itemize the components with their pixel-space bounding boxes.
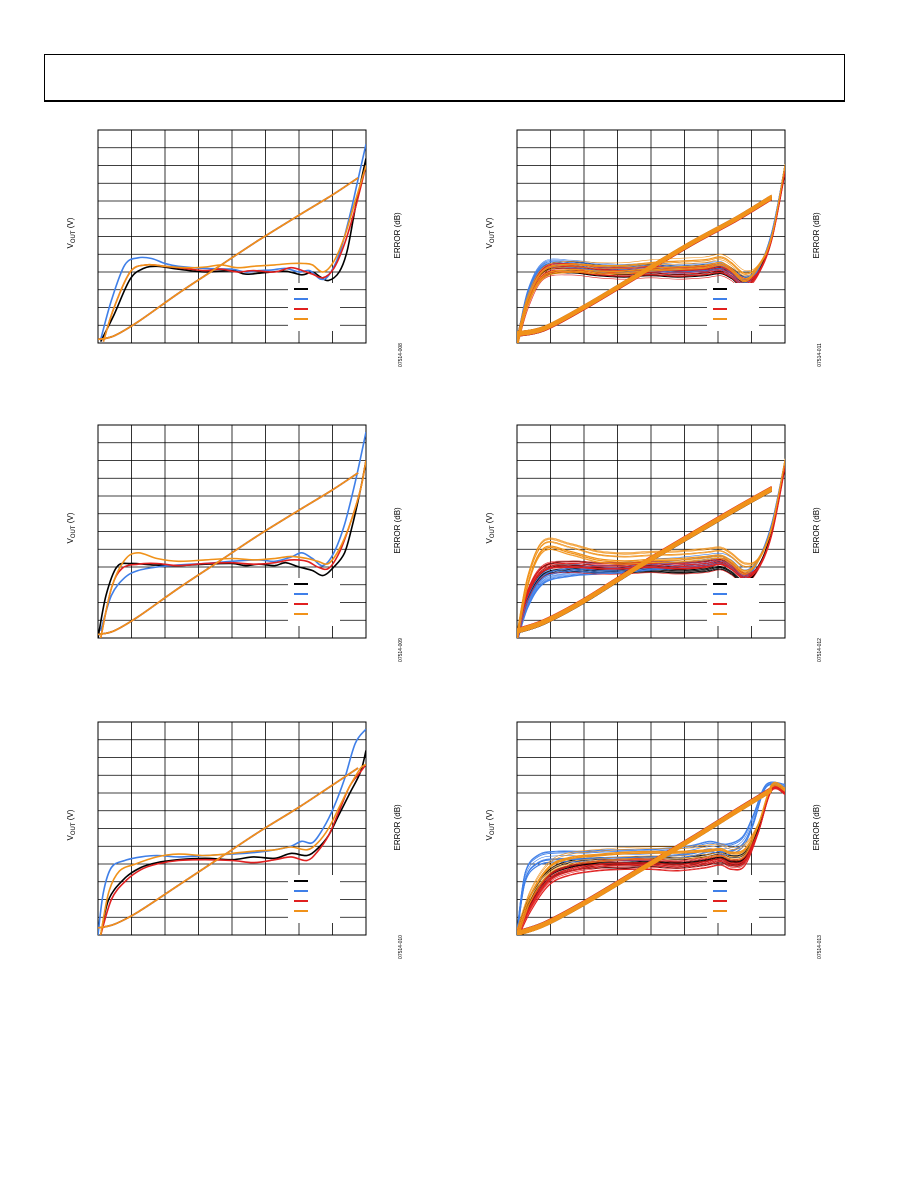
error-line-4 — [517, 461, 785, 638]
error-line-4 — [517, 164, 785, 342]
error-line-1 — [98, 460, 366, 638]
error-line-3 — [517, 172, 785, 343]
error-line-4 — [518, 167, 785, 343]
vout-line-4 — [98, 472, 359, 636]
vout-line-4 — [517, 489, 772, 634]
error-line-3 — [517, 467, 785, 638]
error-line-4 — [517, 783, 785, 934]
chart-panel-1: VOUT (V) ERROR (dB) 07514-008 — [66, 129, 404, 367]
error-line-3 — [517, 466, 785, 635]
error-line-4 — [517, 458, 785, 634]
y-axis-label-left: VOUT (V) — [485, 512, 496, 543]
error-line-3 — [517, 466, 785, 634]
y-axis-label-left: VOUT (V) — [485, 809, 496, 840]
error-line-3 — [517, 786, 785, 934]
legend-box — [288, 578, 340, 626]
figure-id: 07514-008 — [398, 343, 404, 367]
error-line-4 — [517, 784, 785, 935]
figure-id: 07514-010 — [398, 935, 404, 959]
error-line-1 — [99, 750, 366, 935]
error-line-3 — [517, 172, 785, 343]
vout-line-4 — [517, 486, 772, 630]
y-axis-label-right: ERROR (dB) — [393, 804, 402, 851]
y-axis-label-left: VOUT (V) — [66, 217, 77, 248]
error-line-3 — [517, 787, 785, 935]
legend-box — [707, 283, 759, 331]
y-axis-label-right: ERROR (dB) — [812, 804, 821, 851]
series-group — [517, 458, 785, 638]
vout-line-4 — [98, 177, 359, 341]
error-line-3 — [517, 469, 785, 638]
series-group — [98, 431, 366, 638]
error-line-3 — [517, 466, 785, 637]
vout-line-4 — [517, 195, 772, 334]
y-axis-label-right: ERROR (dB) — [393, 212, 402, 259]
figure-id: 07514-013 — [817, 935, 823, 959]
error-line-4 — [517, 166, 785, 343]
error-line-3 — [517, 171, 785, 340]
error-line-4 — [517, 781, 785, 930]
error-line-1 — [99, 158, 366, 342]
vout-line-4 — [517, 198, 772, 337]
vout-line-4 — [517, 790, 772, 935]
figure-id: 07514-011 — [817, 343, 823, 367]
error-line-3 — [517, 785, 785, 931]
error-line-4 — [99, 460, 366, 638]
error-line-4 — [102, 165, 366, 342]
error-line-3 — [517, 785, 785, 932]
series-group — [98, 728, 366, 935]
y-axis-label-left: VOUT (V) — [485, 217, 496, 248]
legend-box — [707, 578, 759, 626]
chart-panel-4: VOUT (V) ERROR (dB) 07514-011 — [485, 129, 823, 367]
error-line-3 — [519, 788, 785, 935]
y-axis-label-right: ERROR (dB) — [812, 212, 821, 259]
chart-panel-2: VOUT (V) ERROR (dB) 07514-009 — [66, 424, 404, 662]
error-line-2 — [99, 431, 366, 632]
series-group — [98, 144, 366, 342]
y-axis-label-left: VOUT (V) — [66, 512, 77, 543]
y-axis-label-right: ERROR (dB) — [812, 507, 821, 554]
y-axis-label-right: ERROR (dB) — [393, 507, 402, 554]
figure-id: 07514-012 — [817, 638, 823, 662]
vout-line-4 — [517, 788, 772, 934]
error-line-3 — [99, 460, 366, 638]
chart-panel-6: VOUT (V) ERROR (dB) 07514-013 — [485, 721, 823, 959]
error-line-4 — [517, 165, 785, 343]
vout-line-4 — [98, 767, 359, 929]
vout-line-4 — [517, 197, 772, 335]
error-line-4 — [517, 783, 785, 935]
error-line-4 — [99, 763, 366, 935]
vout-line-4 — [517, 789, 772, 935]
error-line-4 — [518, 785, 785, 935]
legend-box — [288, 283, 340, 331]
error-line-4 — [517, 163, 785, 338]
vout-line-4 — [517, 787, 772, 933]
chart-panel-3: VOUT (V) ERROR (dB) 07514-010 — [66, 721, 404, 959]
error-line-3 — [99, 764, 366, 935]
y-axis-label-left: VOUT (V) — [66, 809, 77, 840]
error-line-4 — [517, 462, 785, 638]
figure-id: 07514-009 — [398, 638, 404, 662]
error-line-2 — [517, 782, 785, 932]
vout-line-4 — [517, 487, 772, 632]
error-line-3 — [518, 174, 785, 343]
page-header-box — [44, 54, 845, 102]
legend-box — [707, 875, 759, 923]
error-line-2 — [98, 728, 366, 935]
error-line-4 — [517, 460, 785, 637]
series-group — [517, 163, 785, 343]
series-group — [517, 781, 785, 935]
chart-panel-5: VOUT (V) ERROR (dB) 07514-012 — [485, 424, 823, 662]
error-line-2 — [517, 781, 785, 930]
legend-box — [288, 875, 340, 923]
